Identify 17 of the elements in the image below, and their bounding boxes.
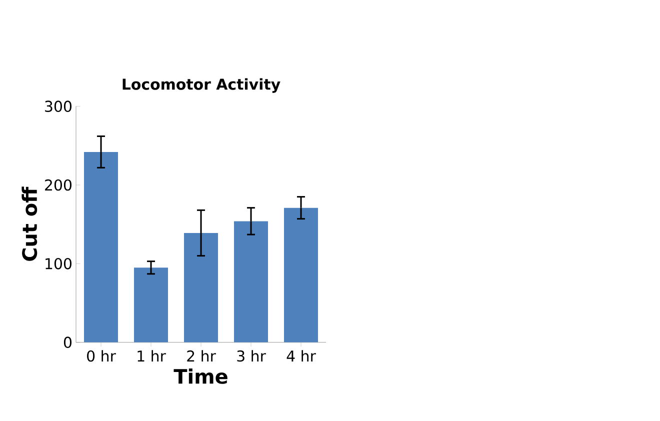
y-tick-label: 300 <box>45 100 72 112</box>
y-tick-label: 0 <box>64 336 72 348</box>
x-tick-label: 2 hr <box>187 350 216 362</box>
x-axis-title: Time <box>174 368 228 384</box>
y-axis-title: Cut off <box>22 186 38 261</box>
x-tick-label: 3 hr <box>237 350 266 362</box>
x-tick-label: 1 hr <box>138 350 166 362</box>
chart-title: Locomotor Activity <box>122 78 280 93</box>
bar <box>184 232 218 342</box>
bar <box>234 221 268 342</box>
x-tick-label: 0 hr <box>87 350 116 362</box>
y-tick-label: 200 <box>45 179 72 191</box>
x-tick-label: 4 hr <box>286 350 316 362</box>
bar <box>134 268 168 342</box>
bar <box>84 152 118 342</box>
y-tick-label: 100 <box>46 258 72 270</box>
bar <box>284 208 318 342</box>
